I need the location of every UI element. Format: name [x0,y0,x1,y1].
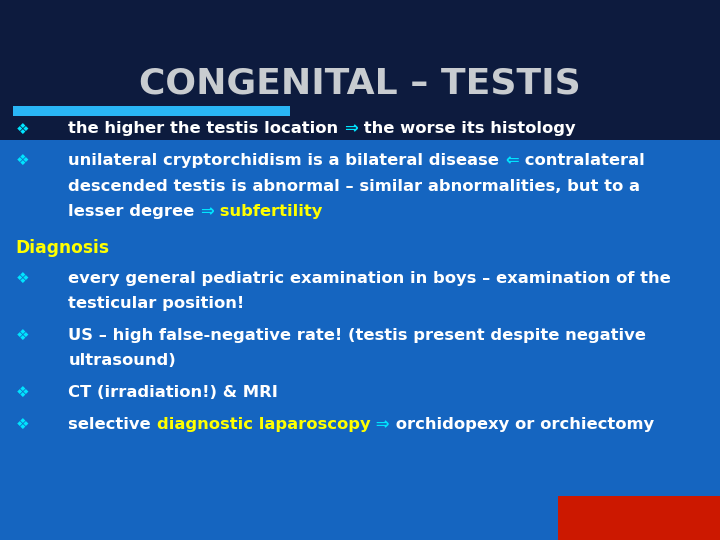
Text: ❖: ❖ [16,328,30,343]
Text: unilateral cryptorchidism is a bilateral disease: unilateral cryptorchidism is a bilateral… [68,153,505,168]
Text: the higher the testis location: the higher the testis location [68,122,344,137]
Text: CONGENITAL – TESTIS: CONGENITAL – TESTIS [139,67,581,100]
Text: ❖: ❖ [16,417,30,432]
FancyBboxPatch shape [558,496,720,540]
Text: ❖: ❖ [16,271,30,286]
Text: US – high false-negative rate! (testis present despite negative: US – high false-negative rate! (testis p… [68,328,647,343]
Text: ⇐: ⇐ [505,153,519,168]
Text: lesser degree: lesser degree [68,204,200,219]
Text: ⇒: ⇒ [344,122,358,137]
Text: contralateral: contralateral [519,153,644,168]
Text: CT (irradiation!) & MRI: CT (irradiation!) & MRI [68,385,278,400]
Text: ultrasound): ultrasound) [68,353,176,368]
Text: descended testis is abnormal – similar abnormalities, but to a: descended testis is abnormal – similar a… [68,179,640,194]
Text: ❖: ❖ [16,385,30,400]
Text: every general pediatric examination in boys – examination of the: every general pediatric examination in b… [68,271,671,286]
Text: testicular position!: testicular position! [68,296,245,311]
Text: ❖: ❖ [16,153,30,168]
FancyBboxPatch shape [0,0,720,140]
Text: subfertility: subfertility [214,204,323,219]
Text: orchidopexy or orchiectomy: orchidopexy or orchiectomy [390,417,654,432]
Text: ⇒: ⇒ [370,417,390,432]
Text: ⇒: ⇒ [200,204,214,219]
FancyBboxPatch shape [13,106,290,116]
Text: diagnostic laparoscopy: diagnostic laparoscopy [157,417,370,432]
Text: Diagnosis: Diagnosis [16,239,110,256]
Text: selective: selective [68,417,157,432]
Text: ❖: ❖ [16,122,30,137]
Text: the worse its histology: the worse its histology [358,122,576,137]
